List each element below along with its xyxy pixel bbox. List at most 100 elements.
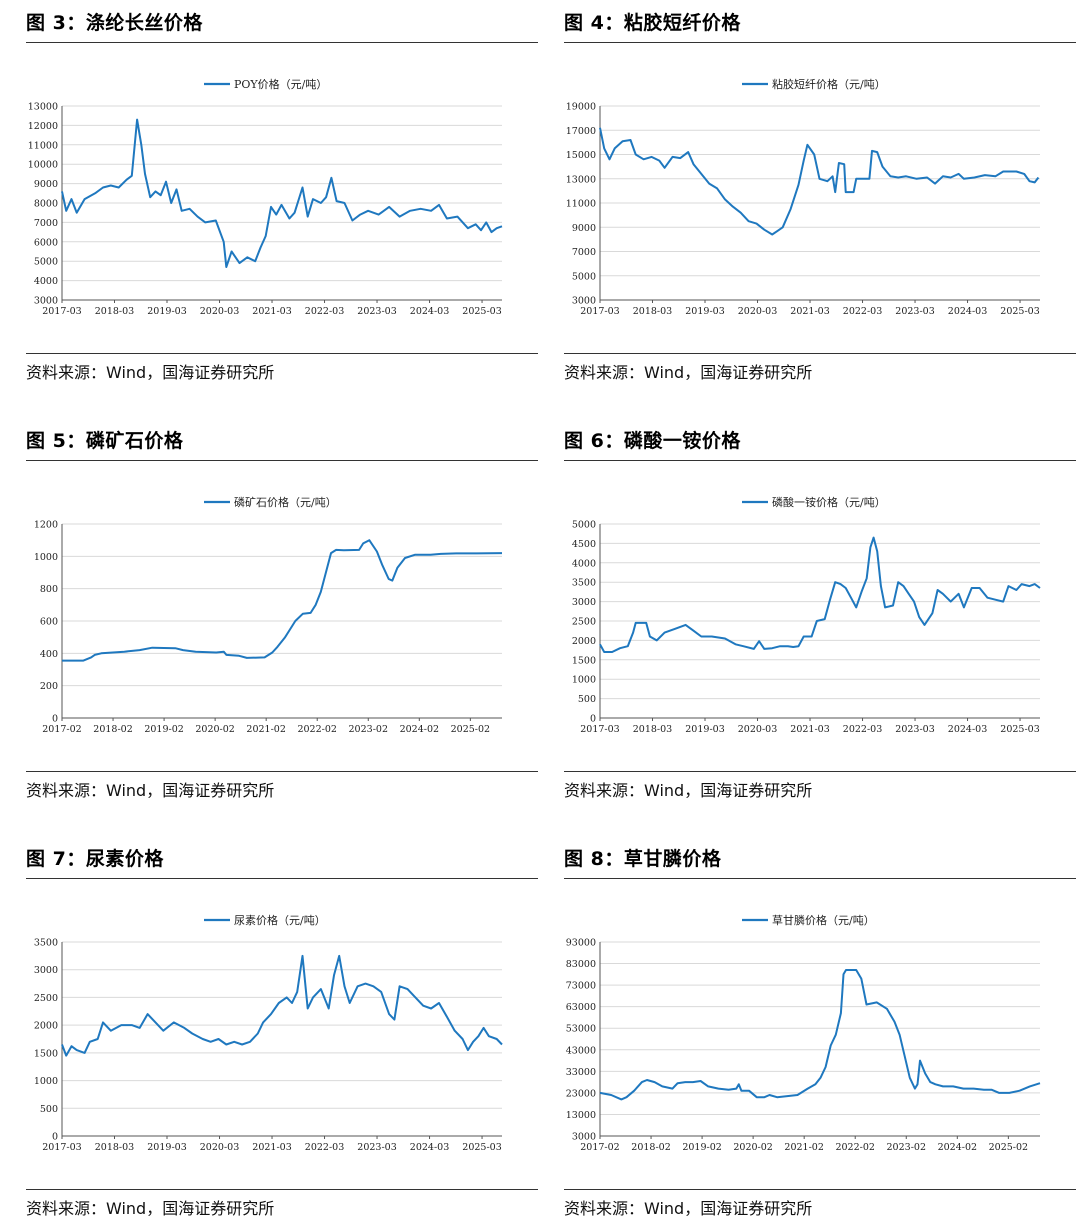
source-divider xyxy=(564,771,1076,772)
figure-3-panel: 图 3：涤纶长丝价格 POY价格（元/吨） 3000 4000 5000 6000 700… xyxy=(26,4,538,394)
x-tick-label: 2024-03 xyxy=(410,306,449,317)
x-tick-label: 2018-02 xyxy=(631,1142,670,1153)
x-tick-label: 2025-02 xyxy=(989,1142,1028,1153)
y-tick-label: 43000 xyxy=(566,1045,596,1056)
legend: 磷矿石价格（元/吨） xyxy=(204,495,337,509)
x-tick-label: 2024-03 xyxy=(410,1142,449,1153)
legend: 草甘膦价格（元/吨） xyxy=(742,913,875,927)
x-tick-label: 2017-03 xyxy=(580,724,619,735)
x-tick-label: 2021-02 xyxy=(246,724,285,735)
x-tick-label: 2018-03 xyxy=(95,306,134,317)
y-tick-label: 13000 xyxy=(28,102,58,113)
x-tick-label: 2022-03 xyxy=(305,306,344,317)
figure-title: 图 3：涤纶长丝价格 xyxy=(26,12,203,34)
source-divider xyxy=(26,1189,538,1190)
x-tick-label: 2017-03 xyxy=(42,306,81,317)
x-tick-label: 2023-02 xyxy=(349,724,388,735)
x-tick-label: 2023-03 xyxy=(357,1142,396,1153)
x-tick-label: 2025-03 xyxy=(1000,724,1039,735)
figure-8-panel: 图 8：草甘膦价格 草甘膦价格（元/吨） 3000 13000 23000 33000 4… xyxy=(564,840,1076,1230)
y-tick-label: 11000 xyxy=(28,140,58,151)
legend-label: 草甘膦价格（元/吨） xyxy=(772,913,875,927)
legend-label: 粘胶短纤价格（元/吨） xyxy=(772,77,886,91)
x-tick-label: 2020-03 xyxy=(200,1142,239,1153)
map-price-chart: 磷酸一铵价格（元/吨） 0 500 1000 1500 2000 2500 3000 3500 4… xyxy=(572,495,1041,735)
y-tick-label: 2000 xyxy=(572,636,596,647)
source-divider xyxy=(564,1189,1076,1190)
y-tick-label: 3500 xyxy=(34,938,58,949)
figure-title: 图 4：粘胶短纤价格 xyxy=(564,12,741,34)
source-note: 资料来源：Wind，国海证券研究所 xyxy=(564,363,813,382)
urea-price-chart: 尿素价格（元/吨） 0 500 1000 1500 2000 2500 3000 3500 201… xyxy=(34,913,503,1153)
source-note: 资料来源：Wind，国海证券研究所 xyxy=(26,781,275,800)
y-tick-label: 17000 xyxy=(566,126,596,137)
series-line xyxy=(61,118,503,268)
series-line xyxy=(599,969,1041,1101)
source-note: 资料来源：Wind，国海证券研究所 xyxy=(26,363,275,382)
x-tick-label: 2023-03 xyxy=(895,724,934,735)
y-tick-label: 15000 xyxy=(566,150,596,161)
title-divider xyxy=(26,42,538,43)
title-divider xyxy=(26,878,538,879)
y-tick-label: 73000 xyxy=(566,981,596,992)
x-tick-label: 2017-03 xyxy=(580,306,619,317)
y-tick-label: 6000 xyxy=(34,237,58,248)
x-tick-label: 2019-02 xyxy=(144,724,183,735)
y-tick-label: 0 xyxy=(590,714,596,725)
x-tick-label: 2018-03 xyxy=(95,1142,134,1153)
x-tick-label: 2023-03 xyxy=(357,306,396,317)
x-tick-label: 2019-02 xyxy=(682,1142,721,1153)
x-tick-label: 2024-03 xyxy=(948,306,987,317)
y-tick-label: 0 xyxy=(52,714,58,725)
series-line xyxy=(62,539,503,662)
legend-label: 磷酸一铵价格（元/吨） xyxy=(772,495,886,509)
y-tick-label: 800 xyxy=(40,584,58,595)
y-tick-label: 500 xyxy=(578,694,596,705)
y-tick-label: 3500 xyxy=(572,578,596,589)
y-tick-label: 63000 xyxy=(566,1002,596,1013)
x-tick-label: 2021-03 xyxy=(790,306,829,317)
x-tick-label: 2020-03 xyxy=(200,306,239,317)
y-tick-label: 4500 xyxy=(572,539,596,550)
y-tick-label: 7000 xyxy=(572,247,596,258)
legend-label: 尿素价格（元/吨） xyxy=(234,913,326,927)
figure-title: 图 5：磷矿石价格 xyxy=(26,430,184,452)
y-tick-label: 23000 xyxy=(566,1088,596,1099)
x-tick-label: 2019-03 xyxy=(685,724,724,735)
y-tick-label: 1000 xyxy=(572,675,596,686)
x-tick-label: 2017-02 xyxy=(580,1142,619,1153)
x-tick-label: 2020-03 xyxy=(738,306,777,317)
y-tick-label: 5000 xyxy=(572,271,596,282)
source-divider xyxy=(26,353,538,354)
legend: 磷酸一铵价格（元/吨） xyxy=(742,495,886,509)
series-line xyxy=(61,954,503,1057)
legend-label: 磷矿石价格（元/吨） xyxy=(234,495,337,509)
glyphosate-price-chart: 草甘膦价格（元/吨） 3000 13000 23000 33000 43000 53000 6… xyxy=(566,913,1041,1153)
legend: 尿素价格（元/吨） xyxy=(204,913,326,927)
y-tick-label: 4000 xyxy=(34,276,58,287)
x-tick-label: 2017-02 xyxy=(42,724,81,735)
y-tick-label: 1500 xyxy=(34,1048,58,1059)
x-tick-label: 2025-03 xyxy=(1000,306,1039,317)
y-tick-label: 5000 xyxy=(572,520,596,531)
y-tick-label: 11000 xyxy=(566,199,596,210)
x-tick-label: 2021-02 xyxy=(784,1142,823,1153)
y-tick-label: 9000 xyxy=(34,179,58,190)
y-tick-label: 3000 xyxy=(572,597,596,608)
y-tick-label: 2500 xyxy=(34,993,58,1004)
x-tick-label: 2018-03 xyxy=(633,724,672,735)
x-tick-label: 2023-02 xyxy=(887,1142,926,1153)
x-tick-label: 2022-02 xyxy=(835,1142,874,1153)
x-tick-label: 2022-03 xyxy=(843,724,882,735)
y-tick-label: 93000 xyxy=(566,938,596,949)
figure-title: 图 8：草甘膦价格 xyxy=(564,848,722,870)
x-tick-label: 2023-03 xyxy=(895,306,934,317)
y-tick-label: 500 xyxy=(40,1104,58,1115)
y-tick-label: 13000 xyxy=(566,1110,596,1121)
legend: 粘胶短纤价格（元/吨） xyxy=(742,77,886,91)
x-tick-label: 2018-03 xyxy=(633,306,672,317)
poy-price-chart: POY价格（元/吨） 3000 4000 5000 6000 7000 8000 9000 10… xyxy=(28,77,503,317)
y-tick-label: 33000 xyxy=(566,1067,596,1078)
y-tick-label: 10000 xyxy=(28,160,58,171)
phosphate-rock-price-chart: 磷矿石价格（元/吨） 0 200 400 600 800 1000 1200 2017-02 20… xyxy=(34,495,503,735)
